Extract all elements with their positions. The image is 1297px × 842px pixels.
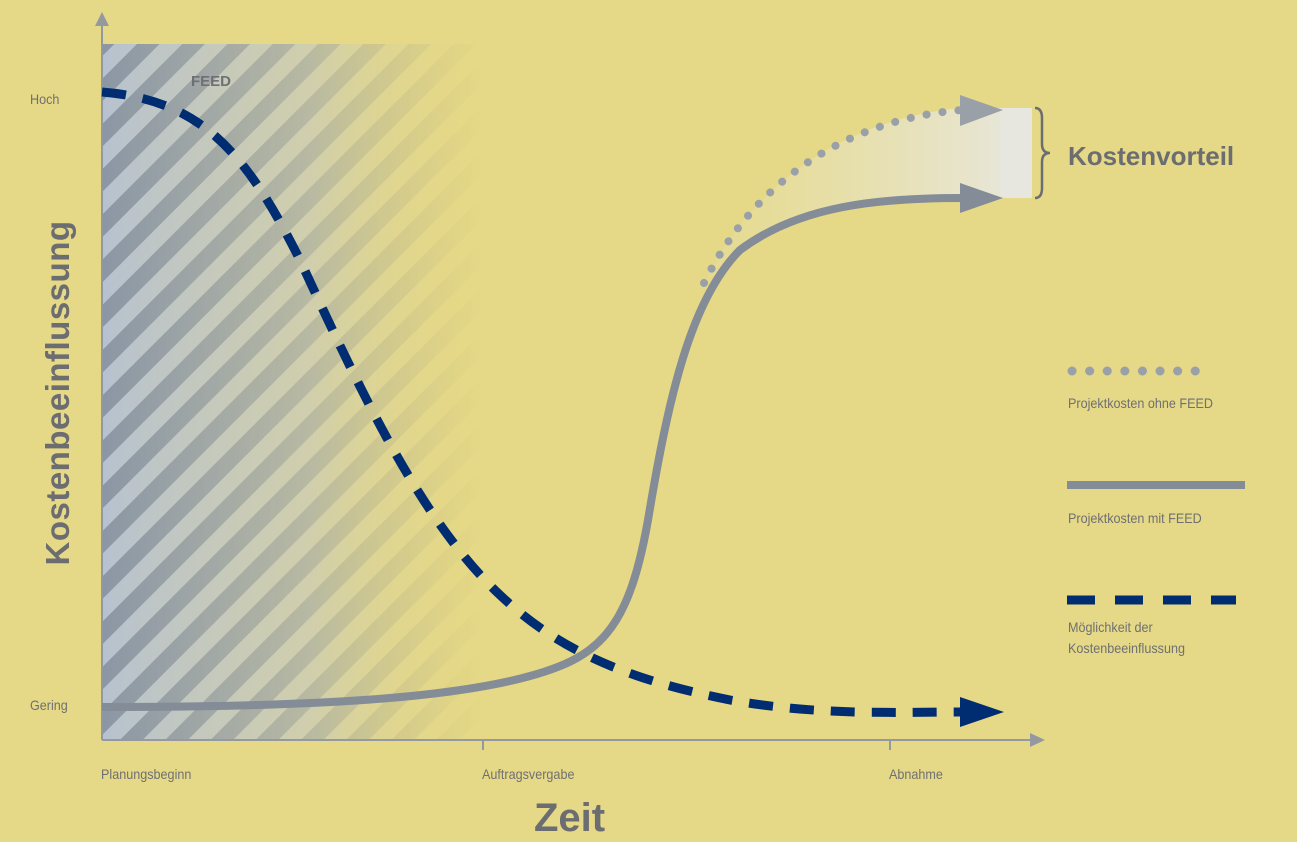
x-tick-planungsbeginn: Planungsbeginn [101,766,192,782]
arrowhead-mit-feed [960,183,1003,213]
curve-projektkosten-mit-feed [101,194,963,711]
feed-phase-region [102,44,482,740]
x-tick-auftragsvergabe: Auftragsvergabe [482,766,575,782]
legend-label-line-2: Kostenbeeinflussung [1068,640,1185,656]
cost-advantage-area [704,108,1030,283]
feed-phase-label: FEED [191,73,232,90]
arrowhead-ohne-feed [960,95,1003,126]
axes [95,12,1045,750]
curve-kostenbeeinflussung [101,87,963,717]
y-axis-bottom-label: Gering [30,697,68,713]
y-axis-title: Kostenbeeinflussung [39,220,76,566]
curve-projektkosten-ohne-feed [700,106,966,287]
legend-label-kostenbeeinflussung: Möglichkeit der Kostenbeeinflussung [1068,617,1185,659]
kostenvorteil-label: Kostenvorteil [1068,141,1235,171]
y-axis-top-label: Hoch [30,91,60,107]
x-tick-abnahme: Abnahme [889,766,943,782]
legend-label-line-1: Möglichkeit der [1068,619,1153,635]
legend-label-mit-feed: Projektkosten mit FEED [1068,510,1202,526]
cost-advantage-box [1000,108,1032,198]
arrowhead-kostenbeeinflussung [960,697,1004,727]
brace-icon [1034,106,1051,200]
legend-label-ohne-feed: Projektkosten ohne FEED [1068,395,1213,411]
x-axis-title: Zeit [534,796,606,840]
